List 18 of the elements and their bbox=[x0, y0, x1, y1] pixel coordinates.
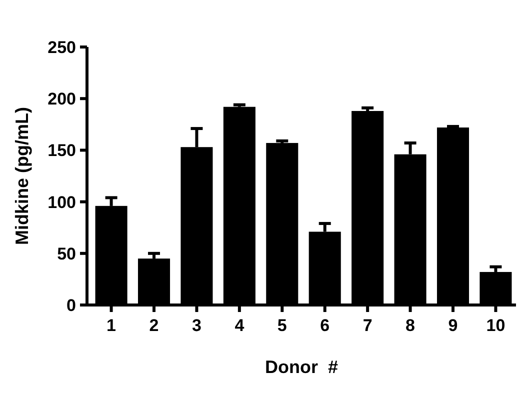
x-tick-label: 7 bbox=[362, 316, 372, 335]
y-tick-label: 100 bbox=[48, 192, 76, 212]
y-tick-label: 250 bbox=[48, 38, 76, 57]
y-tick-label: 0 bbox=[66, 296, 76, 315]
x-axis-title: Donor # bbox=[264, 357, 338, 377]
x-tick-label: 5 bbox=[277, 316, 287, 335]
y-tick-label: 50 bbox=[57, 244, 76, 264]
x-tick-label: 4 bbox=[234, 316, 245, 335]
x-tick-label: 3 bbox=[192, 316, 202, 335]
x-tick-label: 9 bbox=[448, 316, 458, 335]
y-tick-label: 200 bbox=[48, 90, 76, 109]
y-axis-title: Midkine (pg/mL) bbox=[12, 107, 32, 245]
x-tick-label: 6 bbox=[320, 316, 330, 335]
y-tick-label: 150 bbox=[48, 141, 76, 160]
x-tick-label: 10 bbox=[486, 316, 506, 335]
x-tick-label: 1 bbox=[106, 316, 116, 335]
x-tick-label: 2 bbox=[149, 316, 159, 335]
x-tick-label: 8 bbox=[406, 316, 416, 335]
